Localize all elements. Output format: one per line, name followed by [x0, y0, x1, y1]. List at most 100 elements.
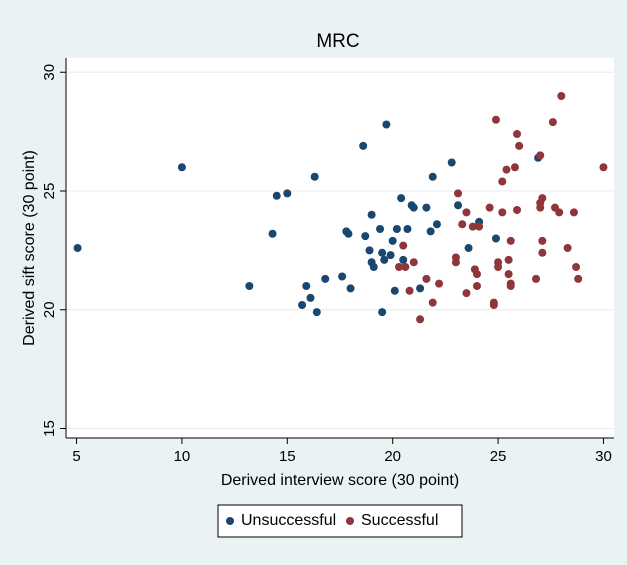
point [401, 263, 410, 271]
y-tick-label: 20 [41, 301, 58, 318]
point [504, 255, 513, 264]
point [399, 255, 408, 264]
point [475, 222, 484, 231]
point [403, 225, 412, 233]
point [532, 274, 541, 283]
point [454, 201, 463, 210]
point [557, 92, 566, 100]
point [494, 263, 503, 271]
x-axis-label: Derived interview score (30 point) [221, 472, 459, 489]
point [380, 255, 389, 264]
point [416, 315, 425, 324]
point [458, 220, 467, 229]
point [506, 282, 515, 290]
point [409, 203, 418, 212]
point [378, 308, 387, 317]
legend-label: Unsuccessful [241, 512, 336, 529]
point [310, 172, 319, 181]
point [502, 165, 511, 174]
point [268, 229, 277, 238]
y-tick-label: 30 [41, 64, 58, 81]
point [462, 289, 471, 298]
x-tick-label: 5 [72, 448, 80, 465]
point [447, 158, 456, 167]
point [422, 203, 431, 212]
point [498, 177, 507, 186]
point [395, 263, 404, 271]
y-tick-label: 15 [41, 420, 58, 437]
legend-marker [346, 517, 354, 525]
point [392, 225, 401, 233]
chart-title: MRC [316, 31, 359, 52]
point [569, 208, 578, 217]
point [344, 229, 353, 238]
point [302, 282, 311, 290]
point [338, 272, 347, 281]
point [346, 284, 355, 293]
point [491, 115, 500, 124]
point [548, 118, 557, 127]
point [321, 274, 330, 283]
point [390, 286, 399, 295]
x-tick-label: 20 [384, 448, 401, 465]
point [599, 163, 608, 172]
point [245, 282, 254, 290]
point [399, 241, 408, 250]
point [491, 234, 500, 243]
point [462, 208, 471, 217]
point [378, 248, 387, 257]
point [574, 274, 583, 283]
point [367, 210, 376, 219]
point [177, 163, 186, 172]
point [504, 270, 513, 279]
plot-area [66, 58, 614, 438]
point [73, 244, 82, 252]
point [454, 189, 463, 198]
point [515, 141, 524, 150]
point [272, 191, 281, 200]
x-tick-label: 10 [174, 448, 191, 465]
y-axis-label: Derived sift score (30 point) [21, 150, 38, 346]
point [473, 270, 481, 279]
point [485, 203, 494, 212]
point [555, 208, 564, 217]
point [435, 279, 444, 288]
point [572, 263, 581, 271]
point [369, 263, 378, 271]
x-tick-label: 30 [595, 448, 612, 465]
point [506, 236, 515, 245]
point [428, 172, 437, 181]
point [510, 163, 519, 172]
point [513, 206, 522, 214]
point [426, 227, 435, 236]
point [388, 236, 397, 245]
point [306, 293, 315, 302]
x-tick-label: 15 [279, 448, 296, 465]
point [473, 282, 481, 290]
point [538, 236, 547, 245]
point [386, 251, 395, 260]
point [416, 284, 425, 293]
legend-marker [226, 517, 234, 525]
point [563, 244, 572, 252]
point [464, 244, 473, 252]
legend-label: Successful [361, 512, 438, 529]
point [283, 189, 292, 198]
point [312, 308, 321, 317]
point [382, 120, 391, 129]
point [428, 298, 437, 307]
point [405, 286, 414, 295]
point [422, 274, 431, 283]
point [513, 130, 522, 138]
point [298, 301, 307, 309]
point [359, 141, 368, 150]
point [365, 246, 374, 255]
point [432, 220, 441, 229]
point [409, 258, 418, 267]
x-tick-label: 25 [490, 448, 507, 465]
point [489, 301, 498, 309]
point [361, 232, 370, 241]
point [538, 248, 547, 257]
point [468, 222, 477, 231]
